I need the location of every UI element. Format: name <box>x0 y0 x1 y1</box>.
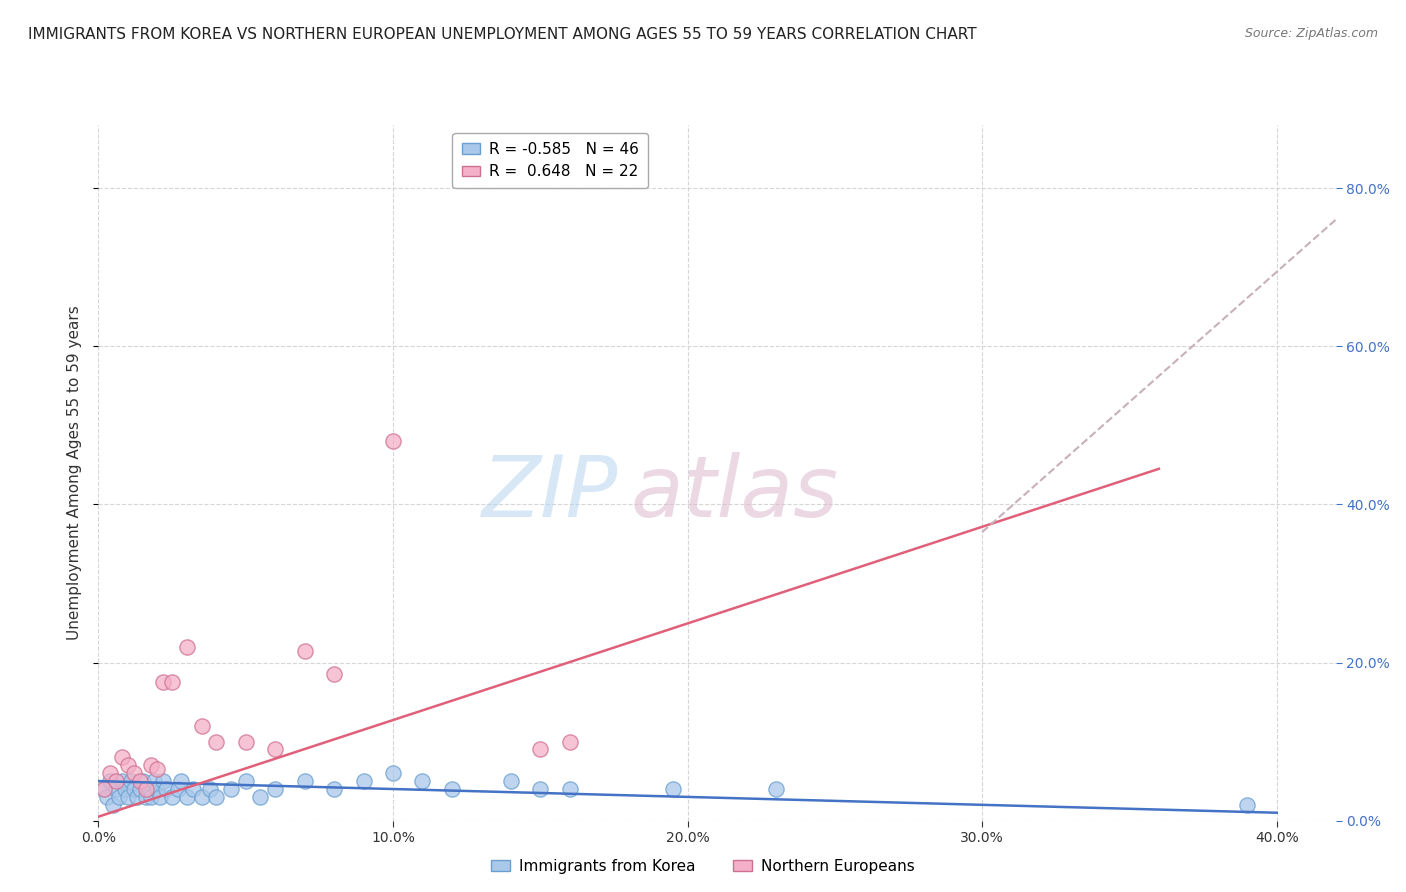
Point <box>558 734 581 748</box>
Point <box>93 782 115 797</box>
Point <box>558 782 581 797</box>
Text: atlas: atlas <box>630 452 838 535</box>
Point <box>120 774 142 789</box>
Point <box>143 774 166 789</box>
Point <box>170 774 193 789</box>
Text: ZIP: ZIP <box>482 452 619 535</box>
Point <box>105 782 128 797</box>
Point <box>235 774 257 789</box>
Point <box>662 782 685 797</box>
Point <box>93 782 115 797</box>
Point <box>200 782 222 797</box>
Point <box>146 782 169 797</box>
Point <box>117 789 139 804</box>
Point <box>149 789 172 804</box>
Text: IMMIGRANTS FROM KOREA VS NORTHERN EUROPEAN UNEMPLOYMENT AMONG AGES 55 TO 59 YEAR: IMMIGRANTS FROM KOREA VS NORTHERN EUROPE… <box>28 27 977 42</box>
Point <box>440 782 463 797</box>
Point <box>108 789 131 804</box>
Point <box>765 782 787 797</box>
Point <box>138 782 160 797</box>
Point <box>128 782 150 797</box>
Point <box>235 734 257 748</box>
Point <box>1236 797 1258 812</box>
Point <box>190 719 212 733</box>
Point <box>131 774 153 789</box>
Point <box>205 734 228 748</box>
Point <box>141 789 163 804</box>
Point <box>128 774 150 789</box>
Point <box>111 750 134 764</box>
Point <box>160 789 183 804</box>
Point <box>219 782 242 797</box>
Point <box>294 643 316 657</box>
Point <box>152 774 174 789</box>
Point <box>141 758 163 772</box>
Legend: Immigrants from Korea, Northern Europeans: Immigrants from Korea, Northern European… <box>485 853 921 880</box>
Point <box>190 789 212 804</box>
Point <box>98 774 121 789</box>
Point <box>122 766 145 780</box>
Point <box>146 762 169 776</box>
Point <box>499 774 522 789</box>
Point <box>264 782 287 797</box>
Point <box>382 434 405 449</box>
Point <box>125 789 148 804</box>
Y-axis label: Unemployment Among Ages 55 to 59 years: Unemployment Among Ages 55 to 59 years <box>67 305 83 640</box>
Point <box>205 789 228 804</box>
Point <box>529 782 551 797</box>
Point <box>264 742 287 756</box>
Point <box>135 782 157 797</box>
Point <box>176 640 198 654</box>
Point <box>101 797 124 812</box>
Point <box>160 675 183 690</box>
Point <box>249 789 271 804</box>
Point <box>411 774 433 789</box>
Point <box>117 758 139 772</box>
Point <box>181 782 204 797</box>
Point <box>176 789 198 804</box>
Point <box>353 774 375 789</box>
Point <box>114 782 136 797</box>
Point <box>323 667 346 681</box>
Legend: R = -0.585   N = 46, R =  0.648   N = 22: R = -0.585 N = 46, R = 0.648 N = 22 <box>453 133 648 188</box>
Point <box>98 766 121 780</box>
Point <box>155 782 177 797</box>
Point <box>122 782 145 797</box>
Text: Source: ZipAtlas.com: Source: ZipAtlas.com <box>1244 27 1378 40</box>
Point <box>96 789 118 804</box>
Point <box>323 782 346 797</box>
Point <box>167 782 190 797</box>
Point <box>529 742 551 756</box>
Point <box>111 774 134 789</box>
Point <box>382 766 405 780</box>
Point <box>105 774 128 789</box>
Point <box>152 675 174 690</box>
Point <box>294 774 316 789</box>
Point <box>135 789 157 804</box>
